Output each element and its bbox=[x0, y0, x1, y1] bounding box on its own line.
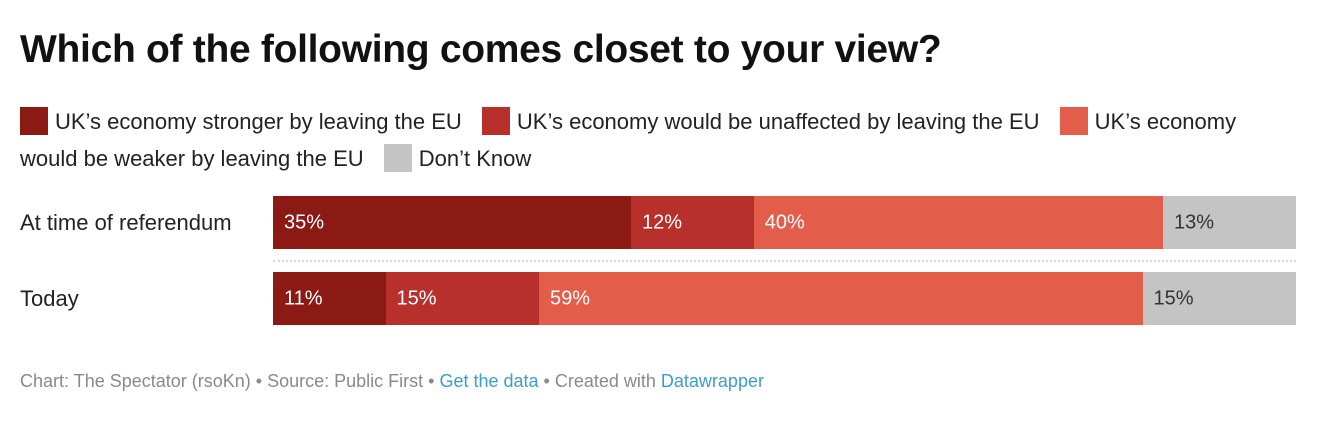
legend-label: UK’s economy would be weaker by leaving … bbox=[20, 109, 1237, 171]
source-text: Source: Public First bbox=[267, 371, 424, 391]
legend-label: Don’t Know bbox=[418, 146, 532, 171]
legend-swatch bbox=[383, 144, 412, 172]
chart-credit: Chart: The Spectator (rsoKn) bbox=[20, 371, 251, 391]
data-label: 11% bbox=[284, 287, 323, 309]
legend: UK’s economy stronger by leaving the EU … bbox=[20, 103, 1260, 177]
data-label: 15% bbox=[396, 287, 437, 309]
footer-separator: • bbox=[538, 371, 555, 391]
footer-separator: • bbox=[423, 371, 440, 391]
created-with-text: Created with bbox=[554, 371, 661, 391]
legend-label: UK’s economy would be unaffected by leav… bbox=[516, 109, 1040, 134]
bar-segment: 12% bbox=[631, 196, 754, 249]
bar-segment: 15% bbox=[1142, 272, 1296, 325]
bar-chart: At time of referendum 35% 12% 40% 13% Today 11… bbox=[0, 196, 1334, 326]
data-label: 12% bbox=[642, 211, 683, 233]
data-label: 40% bbox=[764, 211, 805, 233]
bar-segment: 11% bbox=[273, 272, 386, 325]
legend-swatch bbox=[481, 107, 510, 135]
legend-label: UK’s economy stronger by leaving the EU bbox=[55, 109, 462, 134]
legend-item: UK’s economy would be unaffected by leav… bbox=[481, 107, 1040, 135]
bar-segment: 13% bbox=[1162, 196, 1296, 249]
data-label: 35% bbox=[284, 211, 325, 233]
legend-swatch bbox=[1059, 107, 1088, 135]
stacked-bar: 11% 15% 59% 15% bbox=[273, 272, 1296, 325]
bar-segment: 40% bbox=[753, 196, 1163, 249]
legend-item: Don’t Know bbox=[383, 144, 532, 172]
bar-segment: 15% bbox=[385, 272, 539, 325]
legend-item: UK’s economy would be weaker by leaving … bbox=[20, 107, 1237, 171]
row-label: At time of referendum bbox=[20, 210, 232, 235]
stacked-bar: 35% 12% 40% 13% bbox=[273, 196, 1296, 249]
footer-separator: • bbox=[250, 371, 268, 391]
chart-footer: Chart: The Spectator (rsoKn) • Source: P… bbox=[20, 371, 764, 392]
legend-swatch bbox=[20, 107, 48, 135]
datawrapper-link[interactable]: Datawrapper bbox=[660, 371, 764, 391]
row-separator bbox=[273, 260, 1296, 262]
legend-item: UK’s economy stronger by leaving the EU bbox=[20, 107, 462, 135]
bar-segment: 35% bbox=[273, 196, 632, 249]
data-label: 59% bbox=[549, 287, 590, 309]
row-label: Today bbox=[20, 286, 79, 311]
bar-segment: 59% bbox=[538, 272, 1143, 325]
get-the-data-link[interactable]: Get the data bbox=[439, 371, 539, 391]
data-label: 13% bbox=[1173, 211, 1215, 233]
chart-title: Which of the following comes closet to y… bbox=[20, 28, 942, 71]
data-label: 15% bbox=[1153, 287, 1194, 309]
